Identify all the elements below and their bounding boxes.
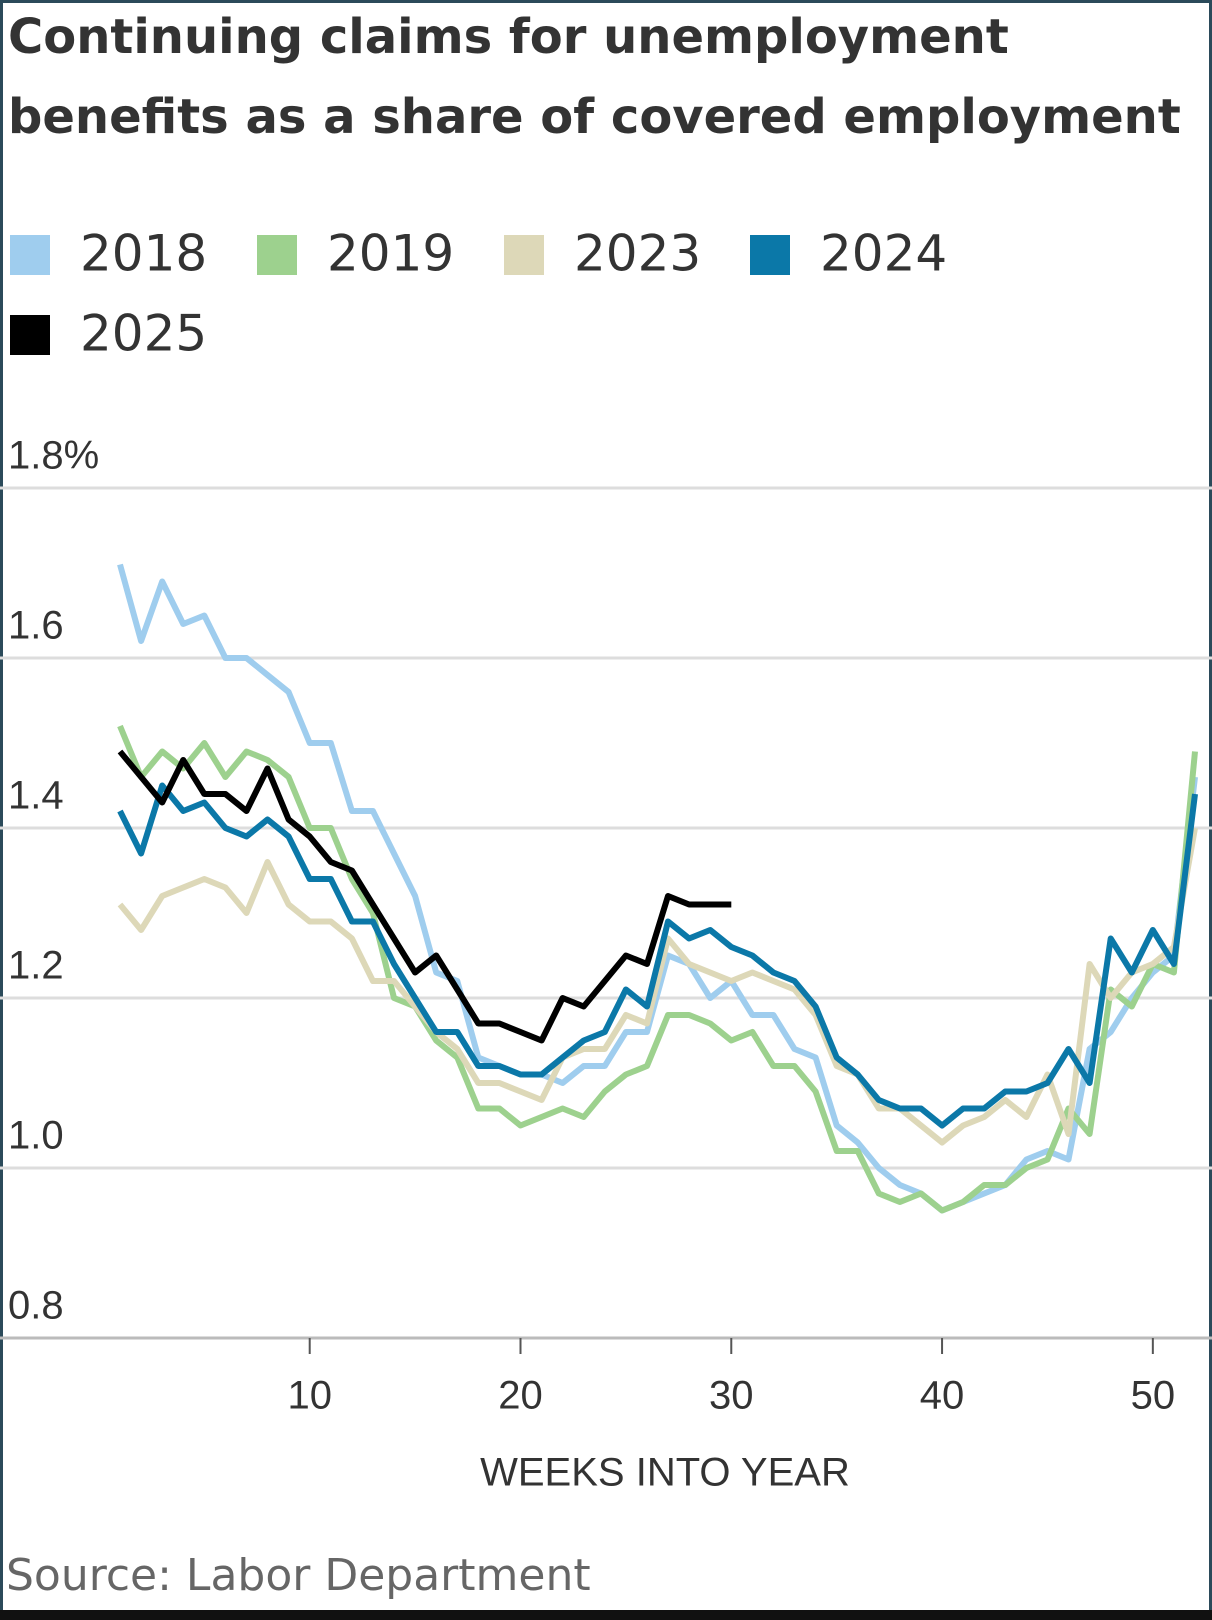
x-tick-label: 40 <box>920 1374 965 1418</box>
legend-swatch <box>257 235 297 275</box>
series-line <box>117 827 1198 1146</box>
legend-label: 2019 <box>327 225 454 283</box>
y-tick-label: 1.8% <box>8 434 99 478</box>
x-tick-label: 20 <box>498 1374 543 1418</box>
source: Source: Labor Department <box>6 1550 591 1601</box>
y-tick-label: 1.6 <box>8 604 64 648</box>
legend-swatch <box>750 235 790 275</box>
x-tick-label: 10 <box>287 1374 332 1418</box>
x-tick-label: 30 <box>709 1374 754 1418</box>
series-line <box>117 782 1198 1129</box>
legend-label: 2024 <box>820 225 947 283</box>
series-line <box>117 724 1198 1214</box>
legend-swatch <box>10 235 50 275</box>
legend-label: 2023 <box>574 225 701 283</box>
series-line <box>117 563 1198 1214</box>
chart-title: Continuing claims for unemployment benefi… <box>8 9 1181 145</box>
title-line: benefits as a share of covered employmen… <box>8 89 1181 145</box>
y-tick-label: 1.2 <box>8 944 64 988</box>
y-tick-label: 1.0 <box>8 1114 64 1158</box>
x-tick-label: 50 <box>1131 1374 1176 1418</box>
legend-swatch <box>504 235 544 275</box>
x-axis-label: WEEKS INTO YEAR <box>480 1451 850 1495</box>
title-line: Continuing claims for unemployment <box>8 9 1009 65</box>
legend-label: 2025 <box>80 305 207 363</box>
y-tick-label: 0.8 <box>8 1284 64 1328</box>
legend-label: 2018 <box>80 225 207 283</box>
legend-swatch <box>10 315 50 355</box>
series-line <box>117 749 732 1044</box>
bottom-bar <box>0 1610 1212 1620</box>
y-tick-label: 1.4 <box>8 774 64 818</box>
